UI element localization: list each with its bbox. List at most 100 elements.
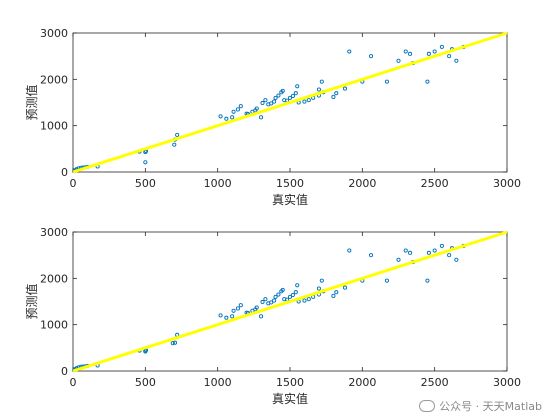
data-point <box>238 303 243 308</box>
data-point <box>231 109 236 114</box>
data-point <box>439 44 444 49</box>
data-point <box>218 313 223 318</box>
x-tick-label: 0 <box>70 177 77 190</box>
data-point <box>235 306 240 311</box>
fit-line <box>72 230 508 373</box>
data-point <box>368 54 374 59</box>
data-point <box>306 297 311 302</box>
data-point <box>260 100 265 106</box>
data-point <box>347 49 352 54</box>
data-point <box>254 305 259 310</box>
data-point <box>319 278 324 283</box>
data-point <box>272 99 277 104</box>
data-point <box>231 308 236 313</box>
data-point <box>342 285 348 290</box>
x-tick-label: 1500 <box>276 177 304 190</box>
data-point <box>306 98 311 103</box>
data-point <box>238 104 243 109</box>
fit-line <box>72 31 508 174</box>
data-point <box>143 160 148 165</box>
data-point <box>408 51 413 56</box>
data-point <box>447 54 452 59</box>
data-point <box>272 298 277 303</box>
data-point <box>273 95 278 100</box>
data-point <box>175 132 180 137</box>
y-tick-label: 3000 <box>40 226 68 239</box>
subplot-bottom: 0 500 1000 1500 2000 2500 3000 0 1000 2000 3000 真实值… <box>24 226 521 406</box>
data-point <box>439 243 444 248</box>
y-axis-title: 预测值 <box>24 283 39 319</box>
x-tick-label: 500 <box>135 177 156 190</box>
data-point <box>290 93 295 99</box>
data-point <box>334 91 339 96</box>
x-tick-label: 1000 <box>204 177 232 190</box>
data-point <box>432 248 437 253</box>
data-point <box>342 86 348 91</box>
data-point <box>316 286 321 291</box>
data-point <box>172 142 177 147</box>
data-point <box>269 300 274 305</box>
data-point <box>230 115 235 120</box>
x-tick-label: 2500 <box>421 177 449 190</box>
y-tick-label: 0 <box>61 365 68 378</box>
wechat-icon <box>419 400 436 412</box>
data-point <box>432 49 437 54</box>
data-point <box>384 278 389 283</box>
data-point <box>403 248 408 253</box>
data-point <box>425 278 430 283</box>
data-point <box>396 58 401 63</box>
data-point <box>319 79 324 84</box>
data-point <box>287 294 293 299</box>
data-point <box>280 287 285 292</box>
y-tick-label: 2000 <box>40 272 68 285</box>
x-tick-label: 1000 <box>204 376 232 389</box>
data-point <box>290 292 295 298</box>
y-axis-title: 预测值 <box>24 84 39 120</box>
x-tick-label: 3000 <box>493 177 521 190</box>
data-point <box>172 340 178 345</box>
data-point <box>426 51 431 56</box>
data-point <box>263 98 268 103</box>
x-tick-label: 500 <box>135 376 156 389</box>
data-point <box>368 253 374 258</box>
data-point <box>454 58 459 63</box>
data-point <box>302 298 307 303</box>
x-tick-label: 2500 <box>421 376 449 389</box>
y-tick-label: 2000 <box>40 73 68 86</box>
x-axis-title: 真实值 <box>272 391 308 406</box>
data-point <box>295 84 300 89</box>
data-point <box>334 290 339 295</box>
data-point <box>259 314 264 319</box>
data-point <box>276 292 281 297</box>
data-point <box>276 93 281 98</box>
data-point <box>447 253 452 258</box>
y-tick-label: 1000 <box>40 120 68 133</box>
data-point <box>316 87 321 92</box>
data-point <box>170 341 175 346</box>
data-point <box>331 94 336 99</box>
data-point <box>235 107 240 112</box>
data-point <box>293 290 298 295</box>
data-point <box>263 297 268 302</box>
data-point <box>273 294 278 299</box>
data-point <box>260 299 265 305</box>
data-point <box>426 250 431 255</box>
data-point <box>331 293 336 298</box>
x-tick-label: 1500 <box>276 376 304 389</box>
x-tick-label: 2000 <box>348 177 376 190</box>
data-point <box>403 49 408 54</box>
x-axis-title: 真实值 <box>272 192 308 207</box>
watermark-text: 公众号 · 天天Matlab <box>439 400 542 413</box>
y-tick-label: 0 <box>61 166 68 179</box>
data-point <box>230 314 235 319</box>
x-tick-label: 2000 <box>348 376 376 389</box>
data-point <box>218 114 223 119</box>
data-point <box>293 91 298 96</box>
data-point <box>295 283 300 288</box>
data-point <box>347 248 352 253</box>
y-tick-label: 3000 <box>40 27 68 40</box>
x-tick-label: 3000 <box>493 376 521 389</box>
data-point <box>224 315 229 320</box>
data-point <box>269 101 274 106</box>
